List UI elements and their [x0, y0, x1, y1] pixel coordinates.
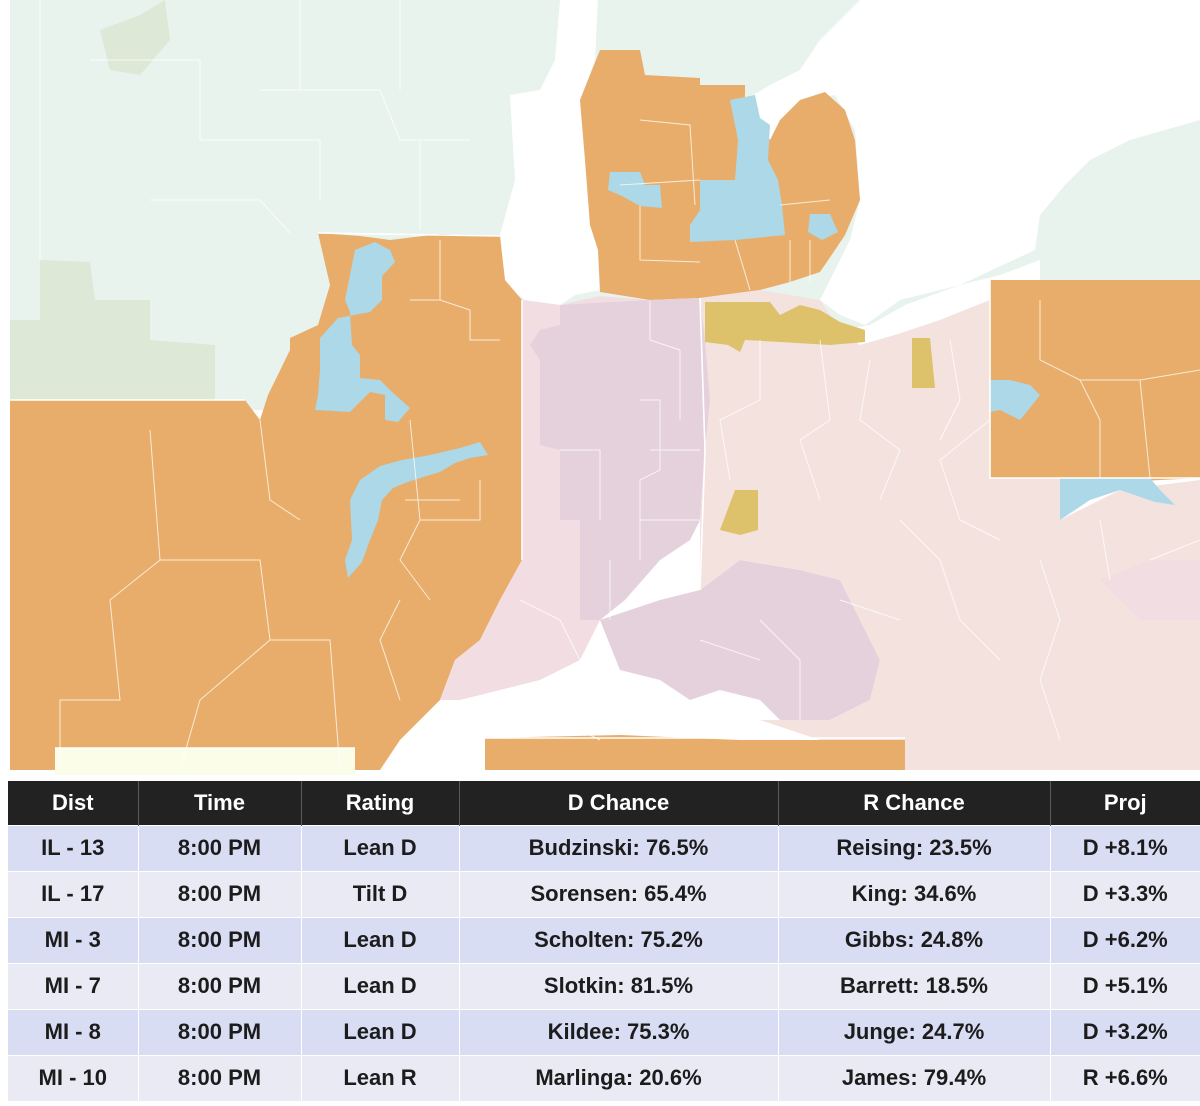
cell-dist: MI - 7 — [8, 962, 139, 1009]
race-table: Dist Time Rating D Chance R Chance Proj … — [8, 781, 1200, 1101]
region-il-17 — [315, 242, 410, 422]
cell-r-chance: Barrett: 18.5% — [778, 962, 1051, 1009]
cell-d-chance: Scholten: 75.2% — [459, 916, 779, 963]
cell-d-chance: Sorensen: 65.4% — [459, 870, 779, 917]
cell-proj: D +5.1% — [1050, 962, 1200, 1009]
cell-time: 8:00 PM — [138, 1008, 302, 1055]
cell-r-chance: James: 79.4% — [778, 1054, 1051, 1101]
header-r-chance[interactable]: R Chance — [778, 781, 1051, 825]
lake-michigan — [500, 0, 600, 305]
cell-proj: D +3.3% — [1050, 870, 1200, 917]
header-time[interactable]: Time — [138, 781, 302, 825]
region-michigan — [580, 50, 860, 300]
table-row[interactable]: IL - 13 8:00 PM Lean D Budzinski: 76.5% … — [8, 824, 1200, 871]
cell-dist: IL - 13 — [8, 824, 139, 871]
table-row[interactable]: MI - 8 8:00 PM Lean D Kildee: 75.3% Jung… — [8, 1008, 1200, 1055]
region-illinois — [10, 233, 522, 770]
cell-time: 8:00 PM — [138, 870, 302, 917]
region-door-county — [100, 0, 170, 75]
region-mi-8 — [690, 95, 785, 242]
cell-rating: Lean R — [301, 1054, 460, 1101]
region-oh-1 — [720, 490, 758, 535]
cell-dist: MI - 10 — [8, 1054, 139, 1101]
cell-dist: MI - 8 — [8, 1008, 139, 1055]
cell-rating: Lean D — [301, 824, 460, 871]
region-pa-south-blue — [1060, 478, 1175, 520]
region-ohio — [700, 290, 1200, 770]
cell-d-chance: Kildee: 75.3% — [459, 1008, 779, 1055]
region-pennsylvania — [990, 280, 1200, 482]
region-oh-9 — [705, 302, 865, 352]
region-kentucky-mauve — [600, 560, 880, 720]
cell-proj: D +3.2% — [1050, 1008, 1200, 1055]
lake-huron — [745, 0, 1200, 325]
header-d-chance[interactable]: D Chance — [459, 781, 779, 825]
cell-time: 8:00 PM — [138, 824, 302, 871]
cell-rating: Lean D — [301, 1008, 460, 1055]
cell-d-chance: Slotkin: 81.5% — [459, 962, 779, 1009]
region-oh-13 — [912, 338, 935, 388]
cell-r-chance: Junge: 24.7% — [778, 1008, 1051, 1055]
header-dist[interactable]: Dist — [8, 781, 139, 825]
region-west-likely-r — [10, 260, 215, 400]
header-rating[interactable]: Rating — [301, 781, 460, 825]
cell-rating: Lean D — [301, 916, 460, 963]
district-map-svg — [0, 0, 1200, 775]
header-proj[interactable]: Proj — [1050, 781, 1200, 825]
region-mi-3 — [608, 172, 662, 208]
district-boundaries — [39, 0, 1200, 771]
table-row[interactable]: MI - 7 8:00 PM Lean D Slotkin: 81.5% Bar… — [8, 962, 1200, 1009]
cell-d-chance: Marlinga: 20.6% — [459, 1054, 779, 1101]
region-il-13 — [345, 442, 488, 578]
cell-time: 8:00 PM — [138, 1054, 302, 1101]
cell-rating: Tilt D — [301, 870, 460, 917]
left-margin — [0, 0, 10, 775]
cell-r-chance: Reising: 23.5% — [778, 824, 1051, 871]
cell-r-chance: King: 34.6% — [778, 870, 1051, 917]
table-row[interactable]: MI - 10 8:00 PM Lean R Marlinga: 20.6% J… — [8, 1054, 1200, 1101]
table-row[interactable]: IL - 17 8:00 PM Tilt D Sorensen: 65.4% K… — [8, 870, 1200, 917]
region-ky-south — [485, 735, 905, 770]
region-tennessee — [55, 748, 355, 775]
cell-time: 8:00 PM — [138, 962, 302, 1009]
table-row[interactable]: MI - 3 8:00 PM Lean D Scholten: 75.2% Gi… — [8, 916, 1200, 963]
region-ontario — [1035, 120, 1200, 290]
cell-rating: Lean D — [301, 962, 460, 1009]
region-mi-detroit — [808, 214, 838, 240]
region-indiana-mauve — [530, 298, 710, 620]
state-boundaries — [10, 232, 1200, 749]
cell-proj: D +6.2% — [1050, 916, 1200, 963]
table-header-row: Dist Time Rating D Chance R Chance Proj — [8, 781, 1200, 825]
cell-proj: D +8.1% — [1050, 824, 1200, 871]
region-virginia-pink — [1100, 560, 1200, 620]
cell-dist: MI - 3 — [8, 916, 139, 963]
cell-dist: IL - 17 — [8, 870, 139, 917]
cell-time: 8:00 PM — [138, 916, 302, 963]
race-table-grid: Dist Time Rating D Chance R Chance Proj … — [8, 781, 1200, 1101]
region-pa-blue — [990, 380, 1040, 420]
cell-r-chance: Gibbs: 24.8% — [778, 916, 1051, 963]
district-map — [0, 0, 1200, 775]
cell-d-chance: Budzinski: 76.5% — [459, 824, 779, 871]
cell-proj: R +6.6% — [1050, 1054, 1200, 1101]
